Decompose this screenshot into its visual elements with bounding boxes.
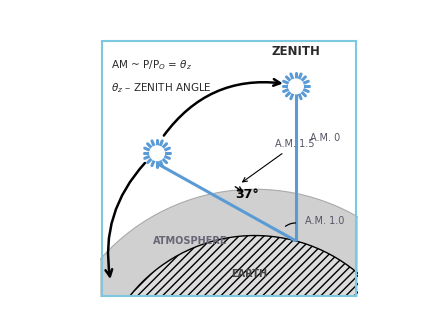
Wedge shape: [95, 235, 414, 334]
Text: A.M. 0: A.M. 0: [310, 133, 340, 143]
Wedge shape: [49, 189, 447, 334]
Text: EARTH: EARTH: [232, 269, 268, 279]
Wedge shape: [95, 235, 414, 334]
Text: ZENITH: ZENITH: [271, 45, 320, 58]
Circle shape: [150, 146, 164, 160]
Circle shape: [289, 79, 303, 94]
Text: AM ~ P/P$_O$ = $\theta_z$: AM ~ P/P$_O$ = $\theta_z$: [111, 58, 192, 72]
Text: ATMOSPHERE: ATMOSPHERE: [153, 236, 228, 246]
Text: A.M. 1.0: A.M. 1.0: [305, 216, 344, 226]
Text: $\theta_z$ – ZENITH ANGLE: $\theta_z$ – ZENITH ANGLE: [111, 81, 211, 95]
Text: A.M. 1.5: A.M. 1.5: [243, 139, 315, 182]
Text: 37°: 37°: [235, 188, 259, 201]
